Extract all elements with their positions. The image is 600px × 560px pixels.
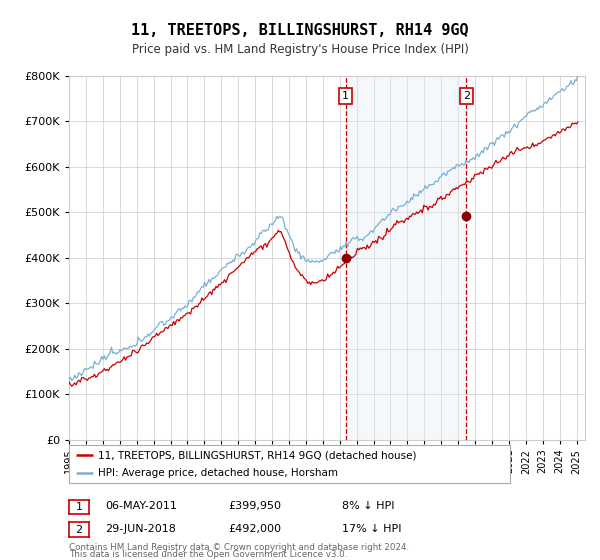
Text: 11, TREETOPS, BILLINGSHURST, RH14 9GQ: 11, TREETOPS, BILLINGSHURST, RH14 9GQ — [131, 24, 469, 38]
Text: 2: 2 — [76, 525, 82, 535]
Text: Price paid vs. HM Land Registry's House Price Index (HPI): Price paid vs. HM Land Registry's House … — [131, 43, 469, 56]
Text: £492,000: £492,000 — [228, 524, 281, 534]
Bar — [346, 76, 466, 440]
Text: 17% ↓ HPI: 17% ↓ HPI — [342, 524, 401, 534]
Text: 29-JUN-2018: 29-JUN-2018 — [105, 524, 176, 534]
Text: 1: 1 — [76, 502, 82, 512]
Text: This data is licensed under the Open Government Licence v3.0.: This data is licensed under the Open Gov… — [69, 550, 347, 559]
Text: 06-MAY-2011: 06-MAY-2011 — [105, 501, 177, 511]
Text: 8% ↓ HPI: 8% ↓ HPI — [342, 501, 395, 511]
Text: HPI: Average price, detached house, Horsham: HPI: Average price, detached house, Hors… — [98, 468, 338, 478]
Text: 2: 2 — [463, 91, 470, 101]
Text: Contains HM Land Registry data © Crown copyright and database right 2024.: Contains HM Land Registry data © Crown c… — [69, 543, 409, 552]
Text: £399,950: £399,950 — [228, 501, 281, 511]
Text: 11, TREETOPS, BILLINGSHURST, RH14 9GQ (detached house): 11, TREETOPS, BILLINGSHURST, RH14 9GQ (d… — [98, 450, 416, 460]
Text: 1: 1 — [342, 91, 349, 101]
